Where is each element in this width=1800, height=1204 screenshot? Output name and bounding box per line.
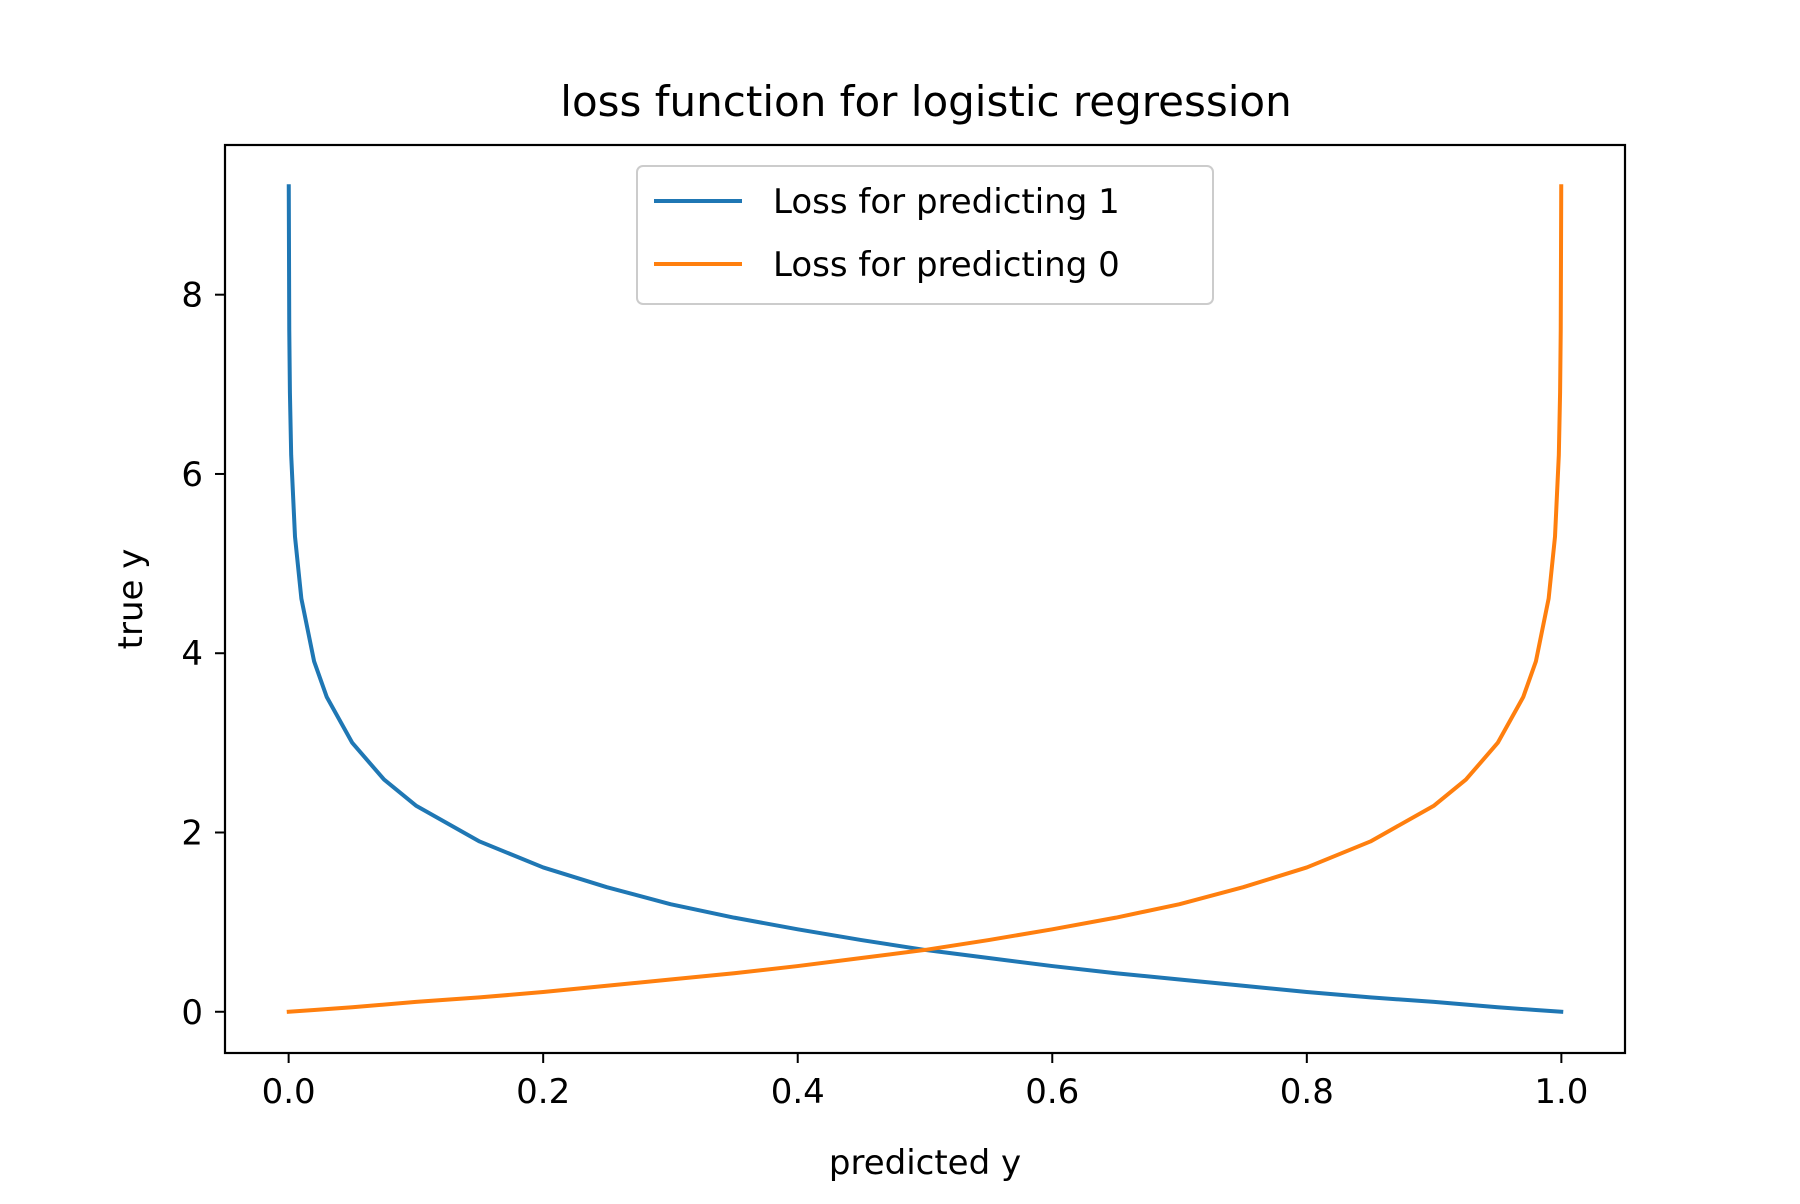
- legend-label-1: Loss for predicting 1: [773, 182, 1120, 222]
- x-axis-label: predicted y: [829, 1143, 1021, 1183]
- legend-box: [636, 165, 1214, 305]
- x-tick-label: 0.2: [516, 1072, 570, 1112]
- x-tick-label: 0.0: [262, 1072, 316, 1112]
- y-tick-label: 2: [181, 813, 203, 853]
- series-line-2: [286, 184, 1564, 1014]
- y-axis-label: true y: [111, 549, 151, 650]
- x-tick-label: 0.8: [1280, 1072, 1334, 1112]
- series-lines: [286, 184, 1564, 1014]
- y-axis-ticks: 0 2 4 6 8: [181, 276, 225, 1033]
- x-axis-ticks: 0.0 0.2 0.4 0.6 0.8 1.0: [262, 1053, 1588, 1112]
- y-tick-label: 4: [181, 634, 203, 674]
- x-tick-label: 0.4: [771, 1072, 825, 1112]
- y-tick-label: 8: [181, 276, 203, 316]
- legend-entries: Loss for predicting 1 Loss for predicting…: [654, 182, 1120, 285]
- legend-label-2: Loss for predicting 0: [773, 245, 1120, 285]
- y-tick-label: 6: [181, 455, 203, 495]
- x-tick-label: 0.6: [1025, 1072, 1079, 1112]
- series-line-1: [286, 184, 1564, 1014]
- x-tick-label: 1.0: [1534, 1072, 1588, 1112]
- chart-title: loss function for logistic regression: [560, 77, 1291, 126]
- y-tick-label: 0: [181, 993, 203, 1033]
- legend: Loss for predicting 1 Loss for predicting…: [636, 165, 1214, 305]
